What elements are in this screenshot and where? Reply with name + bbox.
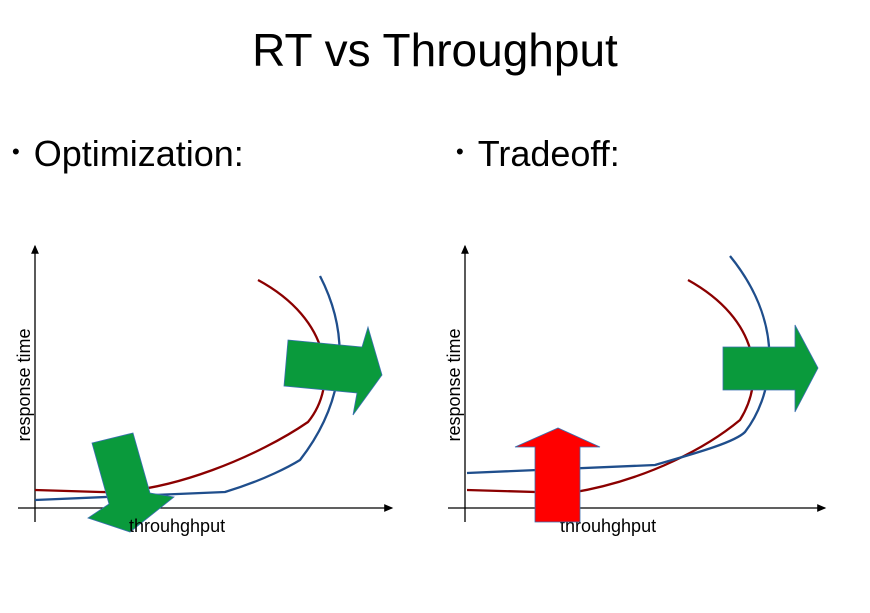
blue-curve: [34, 275, 341, 502]
green-arrow-down: [87, 432, 175, 533]
bullet-marker: •: [456, 139, 464, 165]
red-curve: [34, 278, 326, 494]
optimization-diagram: response time throuhghput: [14, 244, 394, 536]
red-curve: [466, 278, 755, 495]
tradeoff-diagram: response time throuhghput: [444, 244, 827, 536]
bullet-optimization: • Optimization:: [12, 132, 244, 178]
slide-title: RT vs Throughput: [252, 24, 618, 76]
blue-curve: [466, 255, 771, 475]
y-axis-label: response time: [444, 328, 464, 441]
x-axis-label: throuhghput: [560, 516, 656, 536]
green-arrow-right: [283, 325, 383, 416]
bullet-tradeoff: • Tradeoff:: [456, 132, 620, 178]
y-axis-label: response time: [14, 328, 34, 441]
x-axis-label: throuhghput: [129, 516, 225, 536]
red-arrow-up: [514, 427, 601, 523]
bullet-marker: •: [12, 139, 20, 165]
green-arrow-right: [722, 324, 819, 413]
bullet-optimization-text: Optimization:: [33, 133, 244, 174]
bullet-tradeoff-text: Tradeoff:: [477, 133, 620, 174]
